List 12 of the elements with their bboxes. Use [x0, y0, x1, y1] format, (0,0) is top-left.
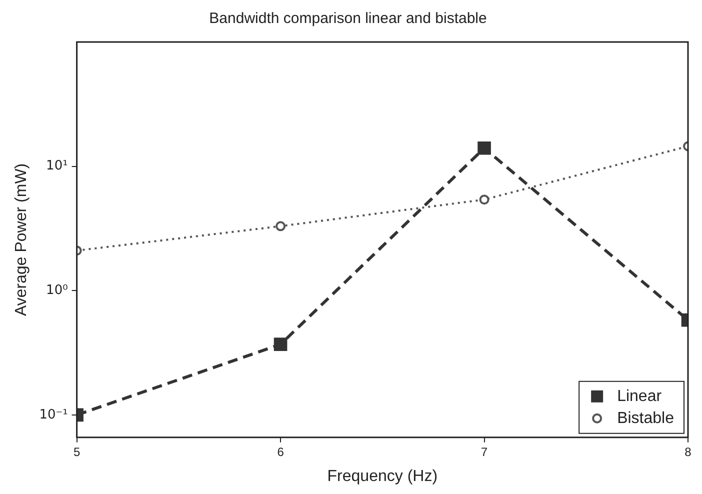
x-tick-label: 8	[684, 444, 692, 459]
chart-title: Bandwidth comparison linear and bistable	[209, 10, 487, 28]
y-tick-label: 10⁰	[46, 283, 68, 298]
x-tick-label: 5	[73, 444, 80, 459]
x-tick-label: 7	[480, 444, 488, 459]
legend-label: Linear	[617, 388, 662, 405]
x-axis-title: Frequency (Hz)	[327, 468, 438, 485]
legend-label: Bistable	[617, 410, 674, 427]
y-tick-label: 10⁻¹	[39, 407, 68, 422]
y-tick-label: 10¹	[46, 158, 68, 174]
y-axis-title: Average Power (mW)	[13, 163, 30, 316]
x-tick-label: 6	[277, 444, 284, 459]
